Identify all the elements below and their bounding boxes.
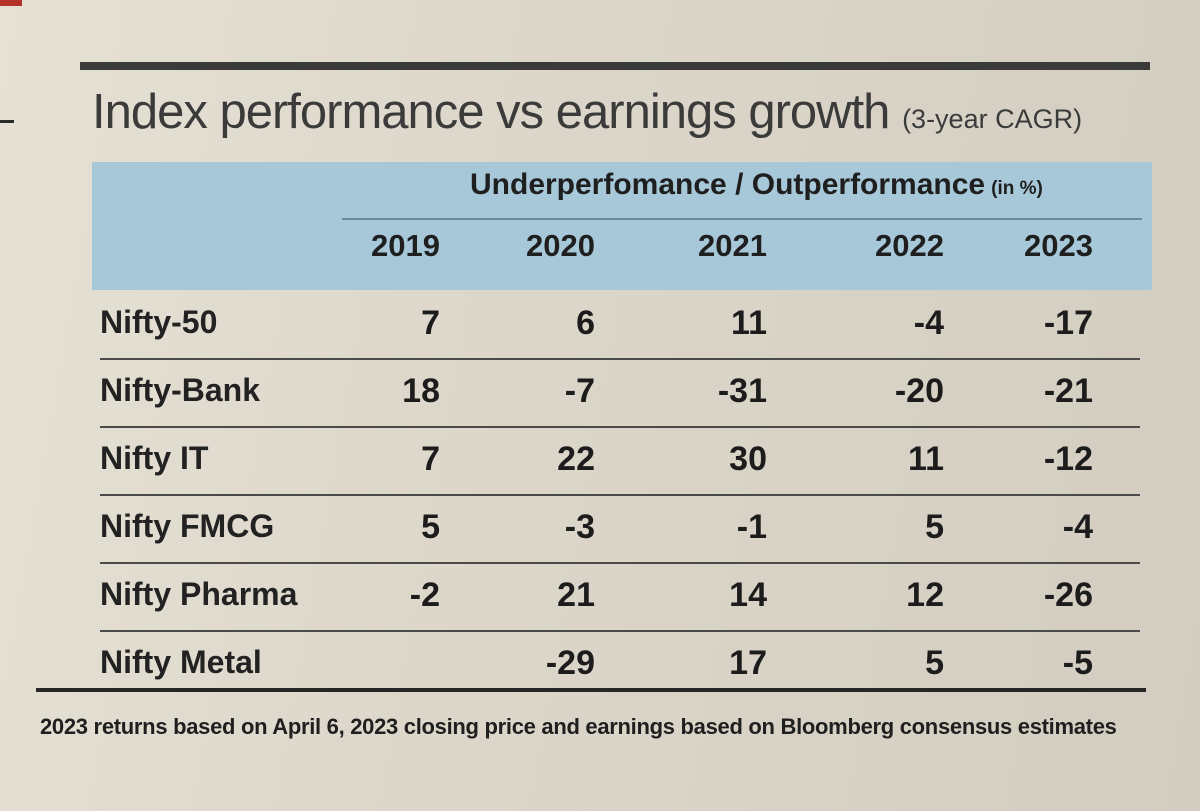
table-cell: -7 [564,372,595,410]
row-divider [100,358,1140,360]
table-cell: 14 [729,576,767,614]
margin-tick [0,120,14,123]
row-divider [100,494,1140,496]
table-cell: 5 [421,508,440,546]
table-cell: -26 [1043,576,1093,614]
title-text: Index performance vs earnings growth [92,85,890,139]
table-cell: 12 [906,576,944,614]
table-cell: -21 [1043,372,1093,410]
red-edge-mark [0,0,22,6]
table-cell: -12 [1043,440,1093,478]
top-rule [80,62,1150,70]
table-cell: 6 [576,304,595,342]
table-cell: 5 [925,508,944,546]
table-cell: 11 [731,304,767,342]
row-divider [100,426,1140,428]
table-cell: -20 [894,372,944,410]
table-cell: 21 [557,576,595,614]
table-cell: 22 [557,440,595,478]
table-cell: -17 [1043,304,1093,342]
table-cell: -4 [1062,508,1093,546]
table-cell: -31 [717,372,767,410]
title-subtitle: (3-year CAGR) [902,104,1083,134]
bottom-rule [36,688,1146,692]
table-cell: 7 [421,440,440,478]
table-cell: -3 [564,508,595,546]
row-label: Nifty FMCG [100,508,275,544]
table-cell: -5 [1062,644,1093,682]
table-cell: -1 [736,508,767,546]
column-header-2020: 2020 [526,228,595,263]
table-cell: 17 [729,644,767,682]
group-header-text: Underperfomance / Outperformance [470,168,986,201]
row-label: Nifty Pharma [100,576,298,612]
row-label: Nifty-50 [100,304,218,340]
table-cell: 18 [402,372,440,410]
table-cell: -29 [545,644,595,682]
unit-label: (in %) [991,178,1043,199]
row-label: Nifty IT [100,440,209,476]
column-header-2021: 2021 [698,228,767,263]
column-group-header: Underperfomance / Outperformance (in %) [470,168,1043,202]
column-header-2019: 2019 [371,228,440,263]
table-cell: -4 [913,304,944,342]
header-divider [342,218,1142,220]
table-cell: 7 [421,304,440,342]
row-label: Nifty-Bank [100,372,261,408]
column-header-2022: 2022 [875,228,944,263]
chart-title: Index performance vs earnings growth (3-… [92,84,1172,140]
row-divider [100,562,1140,564]
table-cell: 5 [925,644,944,682]
column-header-2023: 2023 [1024,228,1093,263]
footnote: 2023 returns based on April 6, 2023 clos… [40,714,1117,739]
table-cell: 11 [908,440,944,478]
row-label: Nifty Metal [100,644,262,680]
table-header-band [92,162,1152,290]
table-cell: 30 [729,440,767,478]
row-divider [100,630,1140,632]
table-cell: -2 [409,576,440,614]
